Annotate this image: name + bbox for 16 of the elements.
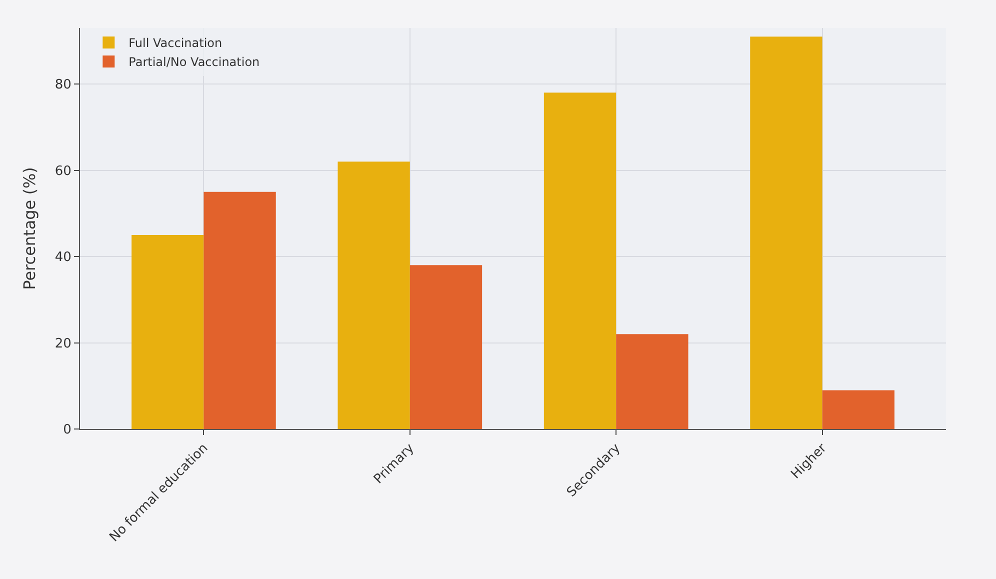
- bar: [544, 92, 616, 429]
- y-tick-label: 0: [63, 422, 72, 438]
- bar: [410, 265, 482, 429]
- y-tick-label: 80: [54, 78, 72, 93]
- y-axis-title: Percentage (%): [20, 167, 39, 290]
- y-tick-label: 20: [54, 336, 72, 352]
- y-tick-label: 60: [54, 164, 72, 179]
- bar: [616, 334, 688, 429]
- legend-label: Full Vaccination: [128, 36, 222, 50]
- bar: [338, 162, 410, 429]
- bar: [822, 390, 894, 429]
- bar: [204, 192, 276, 429]
- bar: [132, 234, 204, 429]
- bar: [750, 36, 822, 429]
- legend-label: Partial/No Vaccination: [128, 55, 260, 70]
- y-tick-label: 40: [54, 250, 72, 266]
